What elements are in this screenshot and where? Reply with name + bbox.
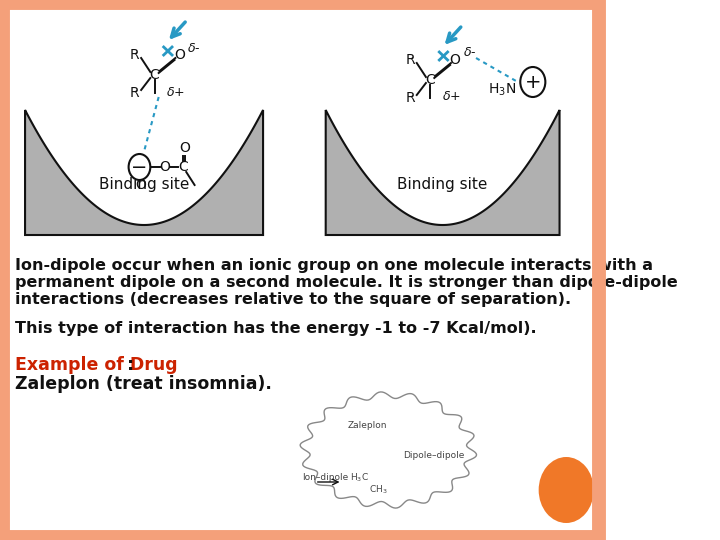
Text: C: C xyxy=(150,68,159,82)
Text: R: R xyxy=(130,86,139,100)
Text: R: R xyxy=(130,48,139,62)
Text: R: R xyxy=(405,53,415,67)
Text: Ion-dipole occur when an ionic group on one molecule interacts with a: Ion-dipole occur when an ionic group on … xyxy=(15,258,653,273)
Circle shape xyxy=(129,154,150,180)
Text: Zaleplon: Zaleplon xyxy=(348,421,387,429)
Text: +: + xyxy=(525,72,541,91)
Text: This type of interaction has the energy -1 to -7 Kcal/mol).: This type of interaction has the energy … xyxy=(15,321,536,336)
Text: Zaleplon (treat insomnia).: Zaleplon (treat insomnia). xyxy=(15,375,272,393)
Text: R: R xyxy=(405,91,415,105)
Text: interactions (decreases relative to the square of separation).: interactions (decreases relative to the … xyxy=(15,292,571,307)
Text: CH$_3$: CH$_3$ xyxy=(369,484,387,496)
Text: O: O xyxy=(174,48,185,62)
Text: Example of Drug: Example of Drug xyxy=(15,356,178,374)
Polygon shape xyxy=(325,110,559,235)
Text: permanent dipole on a second molecule. It is stronger than dipole-dipole: permanent dipole on a second molecule. I… xyxy=(15,275,678,290)
Text: Dipole–dipole: Dipole–dipole xyxy=(404,450,465,460)
Circle shape xyxy=(521,67,545,97)
Text: C: C xyxy=(178,160,188,174)
Circle shape xyxy=(539,457,594,523)
Text: $\delta$+: $\delta$+ xyxy=(442,91,461,104)
Text: H$_3$C: H$_3$C xyxy=(350,472,369,484)
Text: $\delta$-: $\delta$- xyxy=(187,42,200,55)
Text: Binding site: Binding site xyxy=(397,177,488,192)
Text: $\delta$+: $\delta$+ xyxy=(166,85,185,98)
Text: Ion–dipole: Ion–dipole xyxy=(302,474,348,483)
Text: −: − xyxy=(131,158,148,177)
Text: O: O xyxy=(179,141,190,155)
Text: O: O xyxy=(159,160,170,174)
Text: $\delta$-: $\delta$- xyxy=(462,46,476,59)
Polygon shape xyxy=(300,392,477,508)
Text: O: O xyxy=(135,178,147,192)
Text: C: C xyxy=(426,73,435,87)
Text: :: : xyxy=(127,356,134,374)
Polygon shape xyxy=(25,110,263,235)
Text: O: O xyxy=(450,53,461,67)
Text: Binding site: Binding site xyxy=(99,177,189,192)
Text: H$_3$N: H$_3$N xyxy=(488,82,516,98)
